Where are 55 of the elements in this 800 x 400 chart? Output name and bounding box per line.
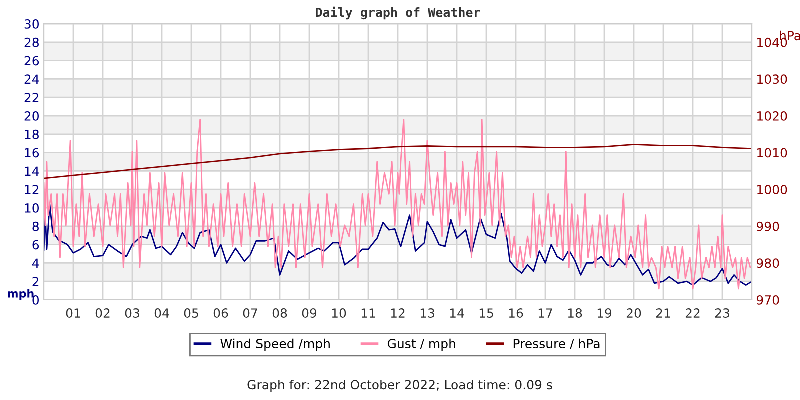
x-tick-label: 13 bbox=[420, 308, 434, 318]
x-tick-label: 01 bbox=[66, 308, 80, 318]
x-tick-label: 20 bbox=[626, 308, 642, 318]
x-tick-label: 19 bbox=[598, 308, 612, 318]
x-tick-label: 12 bbox=[391, 308, 405, 318]
y2-tick-label: 1000 bbox=[758, 185, 788, 195]
x-tick-label: 16 bbox=[509, 308, 524, 318]
y-tick-label: 6 bbox=[32, 240, 40, 250]
x-tick-label: 18 bbox=[568, 308, 582, 318]
x-tick-label: 10 bbox=[332, 308, 346, 318]
y-tick-label: 18 bbox=[25, 130, 39, 140]
y-tick-label: 4 bbox=[32, 258, 40, 268]
y-tick-label: 14 bbox=[25, 166, 40, 176]
y-tick-label: 0 bbox=[32, 295, 40, 305]
x-tick-label: 23 bbox=[715, 308, 730, 318]
legend-label: Pressure / hPa bbox=[514, 338, 600, 350]
y-tick-label: 16 bbox=[25, 148, 40, 158]
x-tick-label: 04 bbox=[154, 308, 170, 318]
chart-title: Daily graph of Weather bbox=[316, 6, 480, 20]
x-tick-label: 21 bbox=[656, 308, 670, 318]
y2-tick-label: 1010 bbox=[758, 148, 788, 158]
x-tick-label: 08 bbox=[272, 308, 288, 318]
x-tick-label: 02 bbox=[96, 308, 110, 318]
x-tick-label: 06 bbox=[214, 308, 228, 318]
y-tick-label: 12 bbox=[25, 185, 39, 194]
y-tick-label: 20 bbox=[24, 111, 40, 121]
legend-label: Wind Speed /mph bbox=[220, 338, 330, 351]
y-tick-label: 26 bbox=[24, 56, 40, 66]
x-tick-label: 03 bbox=[125, 308, 140, 318]
x-tick-label: 14 bbox=[450, 308, 464, 318]
y2-tick-label: 990 bbox=[756, 222, 780, 232]
x-tick-label: 07 bbox=[243, 308, 258, 318]
y2-tick-label: 970 bbox=[756, 295, 780, 305]
y2-tick-label: 980 bbox=[756, 258, 780, 268]
y2-tick-label: 1020 bbox=[758, 111, 788, 121]
y-tick-label: 10 bbox=[25, 203, 40, 213]
x-tick-label: 05 bbox=[184, 308, 198, 318]
x-tick-label: 22 bbox=[686, 308, 700, 318]
y-tick-label: 8 bbox=[32, 222, 39, 232]
x-tick-label: 17 bbox=[538, 308, 552, 318]
y-tick-label: 28 bbox=[24, 38, 39, 48]
y-tick-label: 24 bbox=[24, 74, 40, 84]
x-tick-label: 09 bbox=[302, 308, 317, 318]
y-tick-label: 22 bbox=[24, 93, 39, 102]
x-tick-label: 15 bbox=[480, 308, 494, 318]
y-tick-label: 2 bbox=[32, 277, 39, 286]
line-series bbox=[44, 204, 752, 286]
y2-tick-label: 1030 bbox=[758, 74, 788, 84]
line-series bbox=[44, 118, 752, 290]
line-series bbox=[44, 144, 752, 180]
y-axis-title: mph bbox=[8, 289, 34, 300]
text: Graph for: 22nd October 2022; Load time: 0.09 s bbox=[248, 380, 552, 392]
y-tick-label: 30 bbox=[24, 19, 40, 29]
legend-label: Gust / mph bbox=[388, 338, 456, 351]
x-tick-label: 11 bbox=[362, 308, 376, 318]
